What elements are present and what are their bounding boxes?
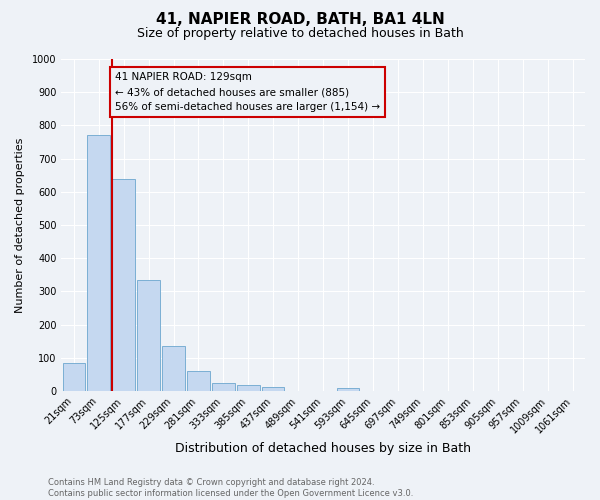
Text: 41 NAPIER ROAD: 129sqm
← 43% of detached houses are smaller (885)
56% of semi-de: 41 NAPIER ROAD: 129sqm ← 43% of detached… [115, 72, 380, 112]
Bar [337, 388, 359, 391]
Bar [262, 387, 284, 391]
Bar [237, 385, 260, 391]
Bar [112, 178, 135, 391]
Bar [137, 280, 160, 391]
Bar [212, 383, 235, 391]
Bar [88, 136, 110, 391]
Bar [62, 363, 85, 391]
Bar [187, 370, 209, 391]
Y-axis label: Number of detached properties: Number of detached properties [15, 138, 25, 313]
Text: 41, NAPIER ROAD, BATH, BA1 4LN: 41, NAPIER ROAD, BATH, BA1 4LN [155, 12, 445, 28]
X-axis label: Distribution of detached houses by size in Bath: Distribution of detached houses by size … [175, 442, 471, 455]
Text: Size of property relative to detached houses in Bath: Size of property relative to detached ho… [137, 28, 463, 40]
Text: Contains HM Land Registry data © Crown copyright and database right 2024.
Contai: Contains HM Land Registry data © Crown c… [48, 478, 413, 498]
Bar [163, 346, 185, 391]
